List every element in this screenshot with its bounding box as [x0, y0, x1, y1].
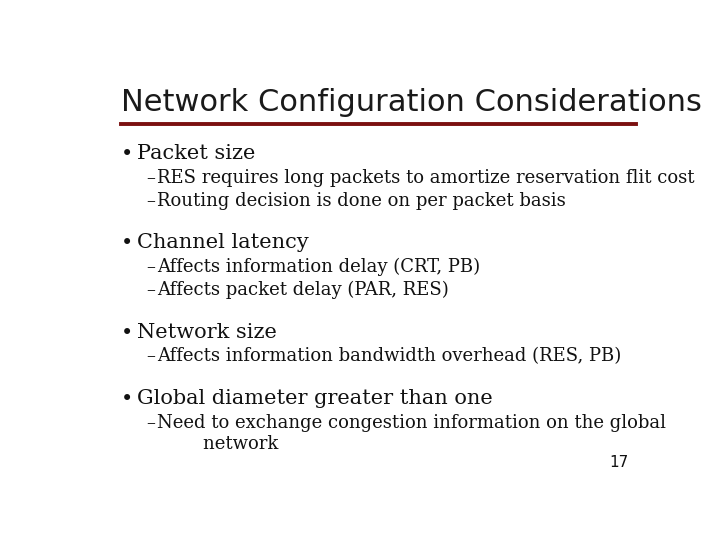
Text: –: – — [145, 258, 155, 276]
Text: –: – — [145, 168, 155, 187]
Text: Affects information bandwidth overhead (RES, PB): Affects information bandwidth overhead (… — [157, 348, 621, 366]
Text: –: – — [145, 192, 155, 210]
Text: Channel latency: Channel latency — [138, 233, 309, 252]
Text: Routing decision is done on per packet basis: Routing decision is done on per packet b… — [157, 192, 566, 210]
Text: •: • — [121, 389, 133, 409]
Text: –: – — [145, 348, 155, 366]
Text: Packet size: Packet size — [138, 144, 256, 163]
Text: Affects packet delay (PAR, RES): Affects packet delay (PAR, RES) — [157, 281, 449, 299]
Text: –: – — [145, 281, 155, 299]
Text: –: – — [145, 414, 155, 432]
Text: Network size: Network size — [138, 322, 277, 342]
Text: •: • — [121, 144, 133, 164]
Text: Network Configuration Considerations: Network Configuration Considerations — [121, 87, 701, 117]
Text: •: • — [121, 322, 133, 342]
Text: 17: 17 — [609, 455, 629, 470]
Text: Affects information delay (CRT, PB): Affects information delay (CRT, PB) — [157, 258, 480, 276]
Text: •: • — [121, 233, 133, 253]
Text: Need to exchange congestion information on the global
        network: Need to exchange congestion information … — [157, 414, 666, 453]
Text: Global diameter greater than one: Global diameter greater than one — [138, 389, 493, 408]
Text: RES requires long packets to amortize reservation flit cost: RES requires long packets to amortize re… — [157, 168, 695, 187]
